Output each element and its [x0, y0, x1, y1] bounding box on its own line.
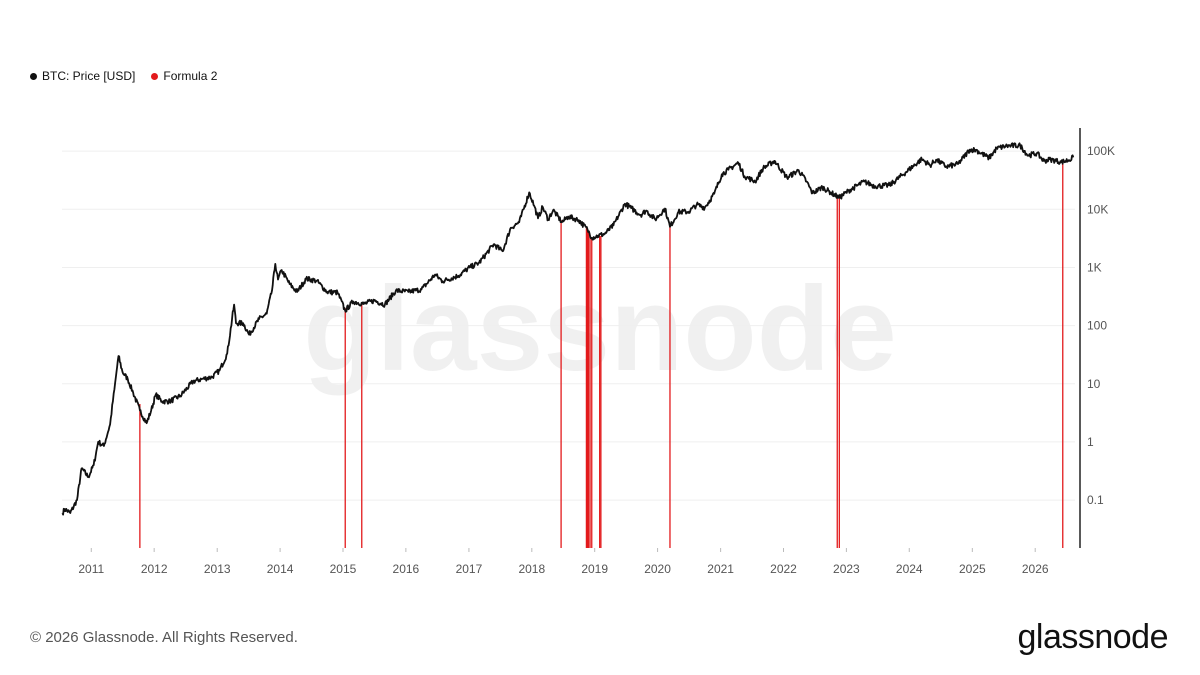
legend-dot-icon — [151, 72, 159, 80]
x-tick-label: 2023 — [833, 562, 860, 576]
x-tick-label: 2013 — [204, 562, 231, 576]
legend-label: Formula 2 — [163, 69, 218, 83]
legend-item-btc-price[interactable]: BTC: Price [USD] — [30, 69, 135, 83]
x-tick-label: 2024 — [896, 562, 923, 576]
x-tick-label: 2019 — [581, 562, 608, 576]
legend-dot-icon — [30, 72, 37, 80]
formula-2-signals — [139, 162, 1064, 548]
glassnode-logo[interactable]: glassnode — [1017, 618, 1168, 656]
legend: BTC: Price [USD] Formula 2 — [30, 69, 217, 83]
y-tick-label: 10K — [1087, 202, 1108, 216]
x-tick-label: 2022 — [770, 562, 797, 576]
grid-lines — [62, 150, 1075, 501]
y-tick-label: 0.1 — [1087, 493, 1104, 507]
legend-label: BTC: Price [USD] — [42, 69, 136, 83]
x-tick-label: 2025 — [959, 562, 986, 576]
x-tick-label: 2016 — [393, 562, 420, 576]
price-series — [61, 142, 1075, 516]
x-tick-label: 2011 — [78, 562, 104, 576]
y-tick-label: 100 — [1087, 319, 1107, 333]
y-tick-label: 1 — [1087, 435, 1094, 449]
x-tick-label: 2012 — [141, 562, 168, 576]
y-tick-label: 10 — [1087, 377, 1101, 391]
legend-item-formula-2[interactable]: Formula 2 — [151, 69, 217, 83]
x-tick-label: 2017 — [456, 562, 483, 576]
x-tick-label: 2015 — [330, 562, 357, 576]
x-tick-label: 2018 — [518, 562, 545, 576]
btc-price-line[interactable] — [61, 142, 1075, 516]
copyright-text: © 2026 Glassnode. All Rights Reserved. — [30, 629, 298, 646]
y-tick-label: 1K — [1087, 260, 1102, 274]
y-tick-label: 100K — [1087, 144, 1115, 158]
axes: 0.1 1 10 100 1K 10K 100K 2011 2012 2013 2014 2015 20… — [78, 128, 1115, 576]
x-tick-label: 2014 — [267, 562, 294, 576]
x-tick-label: 2026 — [1022, 562, 1049, 576]
x-tick-label: 2021 — [707, 562, 734, 576]
x-tick-label: 2020 — [644, 562, 671, 576]
